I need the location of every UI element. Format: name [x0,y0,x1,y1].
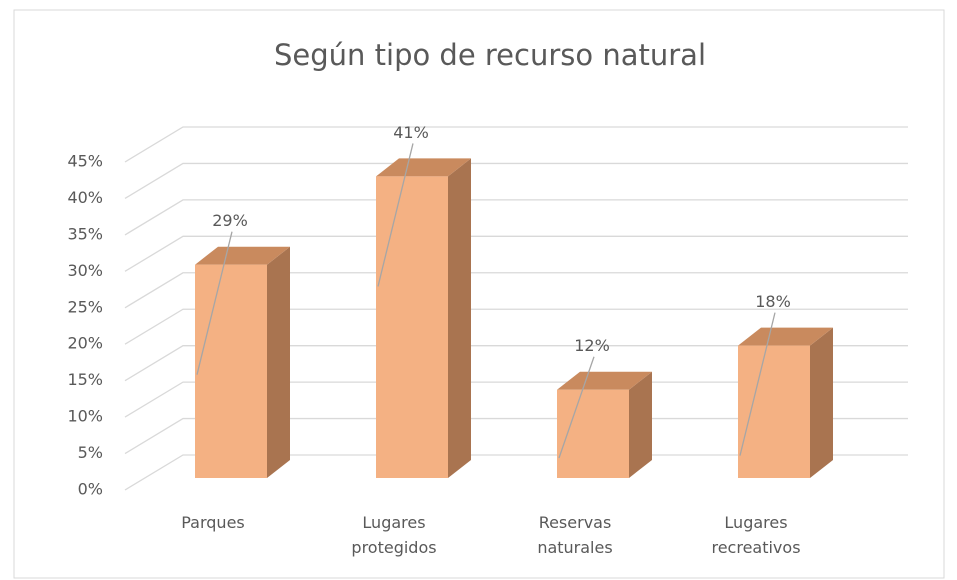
chart-title: Según tipo de recurso natural [274,38,706,72]
grid-line [124,162,908,200]
chart-border [13,9,945,579]
leader-line [196,231,233,375]
y-tick-label: 0% [78,480,103,499]
y-tick-label: 25% [67,297,103,316]
x-tick-label: Parques [181,513,245,532]
data-label: 41% [393,123,429,142]
grid-line [124,126,908,163]
bar-side [448,158,471,478]
bar-side [267,246,290,478]
bar-top [376,158,471,177]
leader-line [377,143,414,287]
x-tick-label: Lugares recreativos [711,513,801,557]
y-tick-label: 35% [67,224,103,243]
grid-line [124,454,908,491]
grid-line [124,417,908,455]
bar-side [629,371,652,478]
y-tick-label: 10% [67,407,103,426]
grid-line [124,272,908,309]
bar-top [195,246,290,265]
leader-line [558,356,595,459]
bar-top [557,371,652,390]
x-tick-label: Lugares protegidos [351,513,437,557]
y-tick-label: 15% [67,370,103,389]
y-tick-label: 5% [78,443,103,462]
x-tick-label: Reservas naturales [537,513,613,557]
bar [376,176,448,478]
grid-line [124,199,908,236]
bar [738,345,810,478]
grid-line [124,235,908,272]
data-label: 12% [574,336,610,355]
data-label: 29% [212,211,248,230]
bar-top [738,327,833,346]
bar-side [810,327,833,478]
y-tick-label: 30% [67,261,103,280]
grid-line [124,381,908,418]
leader-line [739,312,776,456]
grid-line [124,345,908,382]
bar [195,264,267,478]
y-tick-label: 20% [67,334,103,353]
y-tick-label: 40% [67,188,103,207]
y-tick-label: 45% [67,152,103,171]
data-label: 18% [755,292,791,311]
bar [557,389,629,478]
grid-line [124,308,908,345]
